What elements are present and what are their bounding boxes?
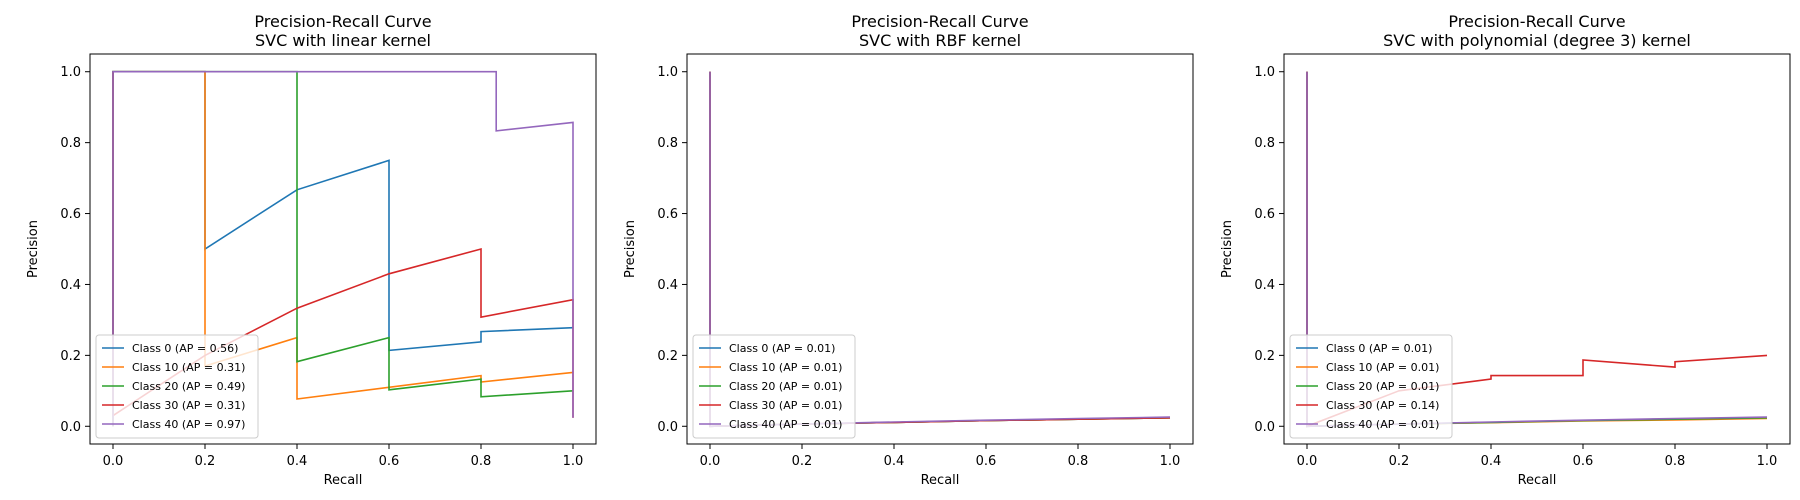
series-line-4 [112, 70, 574, 427]
legend-label-2: Class 20 (AP = 0.01) [1326, 380, 1439, 393]
plot-frame [1283, 53, 1791, 445]
legend-label-3: Class 30 (AP = 0.14) [1326, 399, 1439, 412]
chart-title: Precision-Recall Curve [1448, 12, 1625, 31]
x-tick-label: 0.6 [379, 454, 400, 469]
x-tick-label: 0.4 [884, 454, 905, 469]
chart-subtitle: SVC with polynomial (degree 3) kernel [1383, 31, 1691, 50]
chart-subtitle: SVC with RBF kernel [859, 31, 1021, 50]
x-axis-label: Recall [921, 473, 960, 488]
y-tick-label: 0.8 [657, 136, 678, 151]
series-lines [112, 70, 574, 427]
x-tick-label: 0.4 [287, 454, 308, 469]
legend-label-2: Class 20 (AP = 0.01) [729, 380, 842, 393]
y-axis-label: Precision [623, 220, 638, 278]
legend-label-4: Class 40 (AP = 0.01) [1326, 418, 1439, 431]
plot-frame [89, 53, 597, 445]
legend-label-4: Class 40 (AP = 0.01) [729, 418, 842, 431]
legend: Class 0 (AP = 0.01) Class 10 (AP = 0.01) C… [1289, 334, 1453, 439]
x-tick-label: 0.0 [1297, 454, 1318, 469]
legend-label-0: Class 0 (AP = 0.01) [729, 342, 835, 355]
y-axis-label: Precision [1220, 220, 1235, 278]
legend-label-0: Class 0 (AP = 0.56) [132, 342, 238, 355]
legend-label-1: Class 10 (AP = 0.01) [1326, 361, 1439, 374]
legend-label-1: Class 10 (AP = 0.31) [132, 361, 245, 374]
y-tick-label: 0.4 [1254, 278, 1275, 293]
legend-box [692, 334, 856, 439]
x-tick-label: 0.8 [1068, 454, 1089, 469]
y-tick-label: 0.6 [60, 207, 81, 222]
legend-label-3: Class 30 (AP = 0.01) [729, 399, 842, 412]
y-axis-label: Precision [26, 220, 41, 278]
y-tick-label: 1.0 [657, 65, 678, 80]
x-tick-label: 0.8 [471, 454, 492, 469]
y-tick-label: 1.0 [1254, 65, 1275, 80]
x-tick-label: 0.8 [1665, 454, 1686, 469]
y-tick-label: 0.2 [1254, 349, 1275, 364]
y-tick-label: 0.6 [1254, 207, 1275, 222]
y-tick-label: 0.0 [1254, 420, 1275, 435]
x-tick-label: 1.0 [563, 454, 584, 469]
legend: Class 0 (AP = 0.56) Class 10 (AP = 0.31) C… [95, 334, 259, 439]
chart-title: Precision-Recall Curve [254, 12, 431, 31]
y-tick-label: 0.2 [60, 349, 81, 364]
x-axis-label: Recall [1518, 473, 1557, 488]
plot-frame [686, 53, 1194, 445]
x-axis-label: Recall [324, 473, 363, 488]
legend-box [1289, 334, 1453, 439]
x-tick-label: 1.0 [1160, 454, 1181, 469]
x-tick-label: 0.6 [976, 454, 997, 469]
x-tick-label: 0.0 [700, 454, 721, 469]
chart-title: Precision-Recall Curve [851, 12, 1028, 31]
y-tick-label: 0.4 [60, 278, 81, 293]
x-tick-label: 0.6 [1573, 454, 1594, 469]
x-tick-label: 0.2 [1389, 454, 1410, 469]
x-tick-label: 0.0 [103, 454, 124, 469]
legend-label-3: Class 30 (AP = 0.31) [132, 399, 245, 412]
legend: Class 0 (AP = 0.01) Class 10 (AP = 0.01) C… [692, 334, 856, 439]
x-tick-label: 0.2 [195, 454, 216, 469]
legend-box [95, 334, 259, 439]
legend-label-4: Class 40 (AP = 0.97) [132, 418, 245, 431]
legend-label-0: Class 0 (AP = 0.01) [1326, 342, 1432, 355]
y-tick-label: 0.4 [657, 278, 678, 293]
y-tick-label: 0.0 [60, 420, 81, 435]
y-tick-label: 0.6 [657, 207, 678, 222]
x-tick-label: 0.2 [792, 454, 813, 469]
y-tick-label: 0.2 [657, 349, 678, 364]
x-tick-label: 1.0 [1757, 454, 1778, 469]
legend-label-2: Class 20 (AP = 0.49) [132, 380, 245, 393]
x-tick-label: 0.4 [1481, 454, 1502, 469]
legend-label-1: Class 10 (AP = 0.01) [729, 361, 842, 374]
y-tick-label: 1.0 [60, 65, 81, 80]
chart-subtitle: SVC with linear kernel [255, 31, 431, 50]
y-tick-label: 0.8 [1254, 136, 1275, 151]
y-tick-label: 0.8 [60, 136, 81, 151]
y-tick-label: 0.0 [657, 420, 678, 435]
